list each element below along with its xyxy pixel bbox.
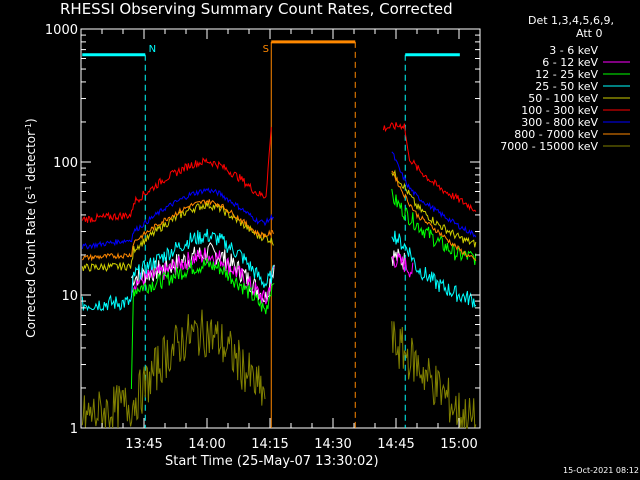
- legend-entry-label: 12 - 25 keV: [535, 68, 598, 81]
- axis-ticks: 13:45 14:00 14:15 14:30 14:45 15:00 1 10 100 1000: [45, 23, 481, 452]
- series-trace: [391, 230, 477, 308]
- x-tick-label: 15:00: [440, 437, 477, 452]
- legend-entry-label: 6 - 12 keV: [542, 56, 598, 69]
- flag-annotation: S: [263, 44, 269, 55]
- series-trace: [81, 199, 274, 262]
- y-tick-label: 100: [53, 156, 78, 171]
- series-trace: [81, 187, 274, 250]
- series-trace: [391, 321, 477, 429]
- chart-title: RHESSI Observing Summary Count Rates, Co…: [60, 0, 453, 18]
- legend-entry-label: 300 - 800 keV: [521, 116, 598, 129]
- series-trace: [131, 248, 275, 305]
- series-trace: [391, 169, 477, 248]
- series-group: [81, 122, 477, 429]
- series-trace: [391, 248, 405, 270]
- series-trace: [81, 127, 272, 223]
- series-trace: [81, 309, 266, 429]
- x-tick-label: 14:45: [377, 437, 414, 452]
- x-tick-label: 14:15: [251, 437, 288, 452]
- series-trace: [81, 228, 274, 312]
- x-axis-label: Start Time (25-May-07 13:30:02): [165, 454, 379, 469]
- series-trace: [391, 170, 477, 262]
- y-axis-label: Corrected Count Rate (s-1 detector-1): [24, 118, 38, 337]
- series-trace: [382, 122, 477, 212]
- series-trace: [391, 151, 477, 238]
- x-tick-label: 13:45: [125, 437, 162, 452]
- legend-entry-label: 800 - 7000 keV: [514, 128, 598, 141]
- legend-title-attenuator: Att 0: [576, 27, 603, 40]
- timestamp: 15-Oct-2021 08:12: [563, 466, 639, 475]
- legend-title-detectors: Det 1,3,4,5,6,9,: [528, 14, 615, 27]
- y-tick-label: 1: [70, 422, 78, 437]
- series-trace: [391, 188, 477, 266]
- legend-entry-label: 3 - 6 keV: [549, 44, 598, 57]
- legend-entry-label: 25 - 50 keV: [535, 80, 598, 93]
- y-tick-label: 1000: [45, 23, 78, 38]
- x-tick-label: 14:30: [314, 437, 351, 452]
- plot-frame: [80, 28, 481, 429]
- y-tick-label: 10: [61, 289, 78, 304]
- flag-annotation: N: [149, 44, 156, 55]
- legend-entry-label: 7000 - 15000 keV: [500, 140, 598, 153]
- legend-entry-label: 100 - 300 keV: [521, 104, 598, 117]
- series-trace: [130, 257, 275, 390]
- legend-entry-label: 50 - 100 keV: [528, 92, 598, 105]
- series-trace: [391, 253, 414, 278]
- x-tick-label: 14:00: [188, 437, 225, 452]
